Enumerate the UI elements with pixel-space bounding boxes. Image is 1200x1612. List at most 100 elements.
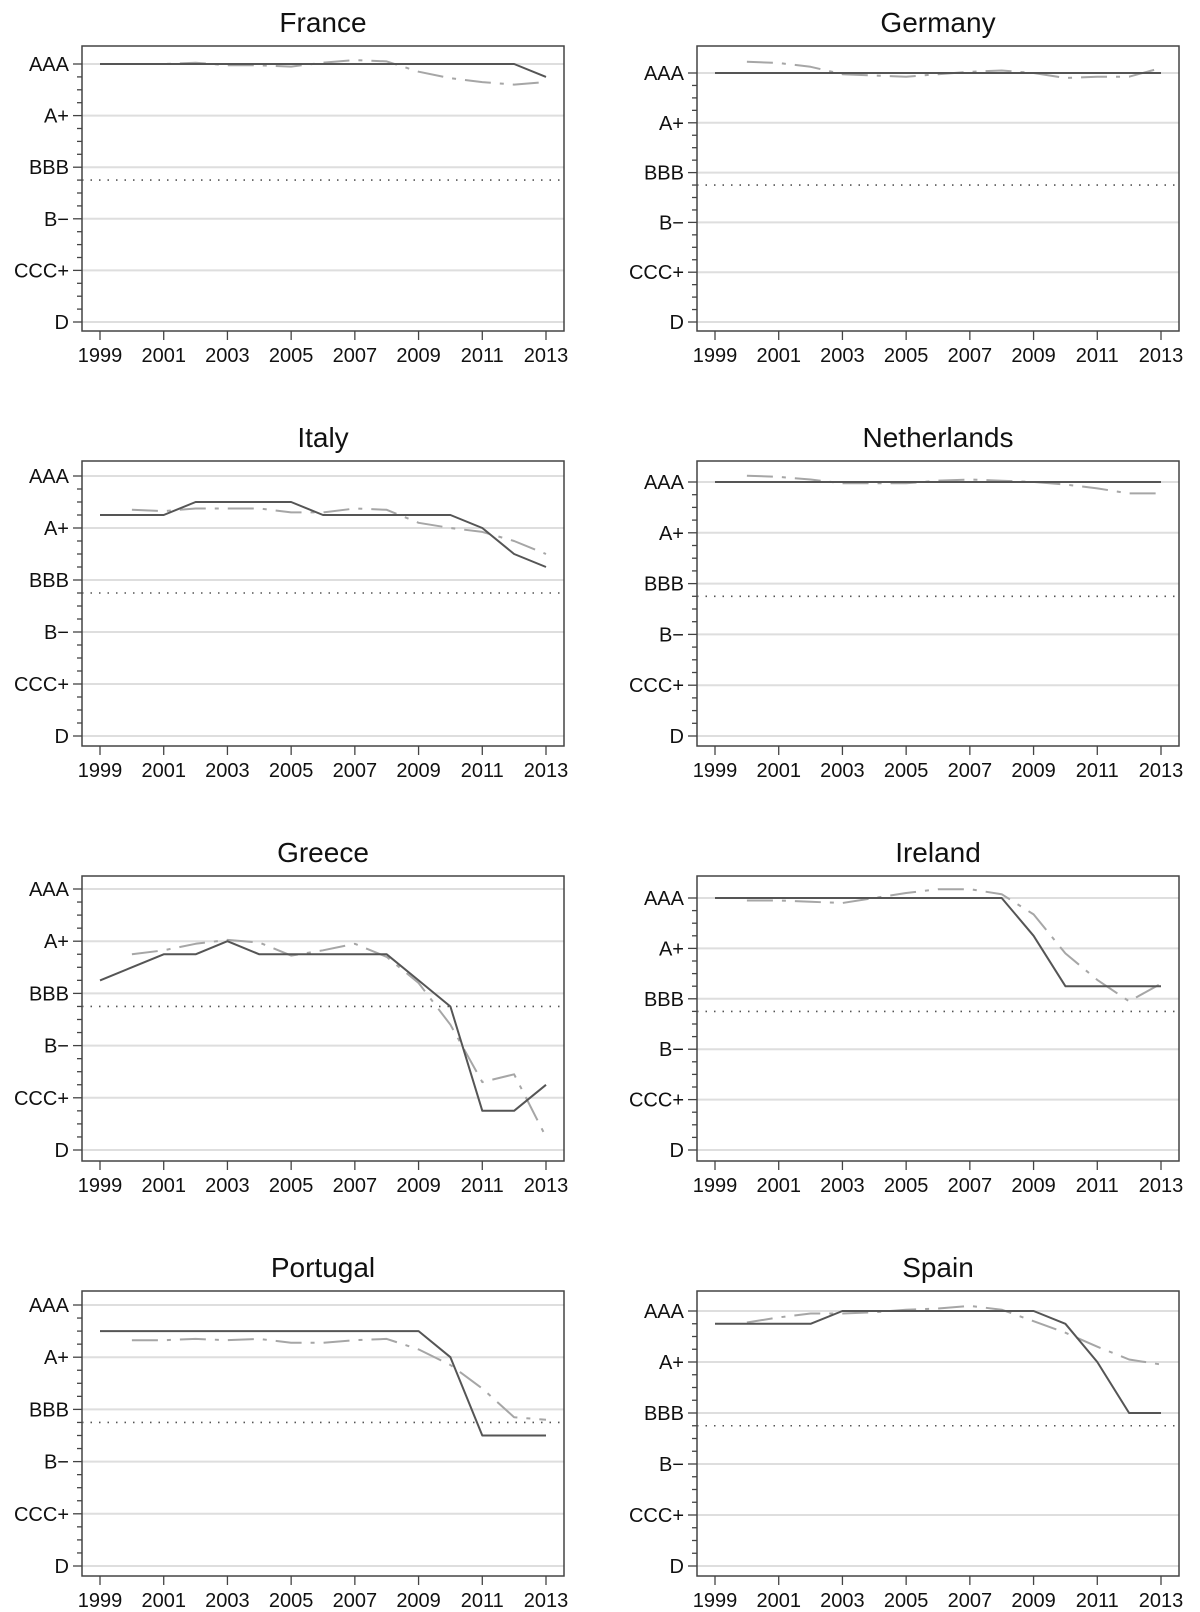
x-tick-label: 2005 [884, 760, 929, 782]
x-tick-label: 2007 [333, 345, 378, 367]
chart-panel-france: France AAA A+ BBB B− CCC+ D 1999 2001 2003 2005 200… [14, 7, 568, 367]
series-line-solid [100, 501, 547, 568]
x-tick-label: 2001 [756, 345, 801, 367]
y-tick-label: AAA [644, 1301, 685, 1323]
y-tick-label: AAA [29, 466, 70, 488]
x-tick-label: 2013 [524, 345, 569, 367]
chart-title: Netherlands [863, 422, 1014, 453]
x-tick-label: 2003 [205, 1590, 250, 1612]
plot-frame [81, 45, 565, 332]
x-tick-label: 2009 [396, 345, 441, 367]
y-tick-label: BBB [644, 989, 684, 1011]
y-tick-label: BBB [29, 570, 69, 592]
y-tick-label: AAA [644, 63, 685, 85]
x-tick-label: 2007 [333, 1590, 378, 1612]
chart-panel-greece: Greece AAA A+ BBB B− CCC+ D 1999 2001 2003 2005 200… [14, 837, 568, 1197]
series-line-dashdot [131, 938, 547, 1138]
y-tick-label: AAA [29, 54, 70, 76]
y-tick-label: B− [659, 624, 684, 646]
chart-panel-spain: Spain AAA A+ BBB B− CCC+ D 1999 2001 2003 2005 2007… [629, 1252, 1183, 1612]
y-tick-label: B− [659, 1039, 684, 1061]
x-tick-label: 1999 [693, 1175, 738, 1197]
chart-title: Germany [880, 7, 995, 38]
y-tick-label: BBB [29, 1399, 69, 1421]
y-tick-label: A+ [44, 1347, 69, 1369]
x-tick-label: 2005 [884, 1175, 929, 1197]
chart-title: Italy [297, 422, 348, 453]
y-tick-label: CCC+ [629, 675, 684, 697]
x-tick-label: 2003 [820, 760, 865, 782]
series-line-solid [100, 63, 547, 78]
y-tick-label: B− [44, 209, 69, 231]
x-tick-label: 2007 [948, 760, 993, 782]
chart-title: Portugal [271, 1252, 375, 1283]
x-tick-label: 2013 [1139, 1175, 1184, 1197]
x-tick-label: 2003 [820, 1590, 865, 1612]
x-tick-label: 2009 [396, 1175, 441, 1197]
y-tick-label: CCC+ [629, 262, 684, 284]
y-tick-label: BBB [29, 983, 69, 1005]
y-tick-label: A+ [44, 106, 69, 128]
x-tick-label: 2011 [461, 760, 504, 782]
x-tick-label: 2001 [756, 1590, 801, 1612]
chart-title: Spain [902, 1252, 974, 1283]
x-tick-label: 1999 [693, 1590, 738, 1612]
x-tick-label: 1999 [78, 1175, 123, 1197]
y-tick-label: BBB [29, 157, 69, 179]
plot-frame [696, 875, 1180, 1162]
x-tick-label: 2011 [1076, 1175, 1119, 1197]
plot-frame [81, 460, 565, 747]
x-tick-label: 2005 [884, 1590, 929, 1612]
x-tick-label: 2003 [205, 345, 250, 367]
x-tick-label: 2013 [1139, 760, 1184, 782]
y-tick-label: B− [44, 1036, 69, 1058]
x-tick-label: 2005 [269, 760, 314, 782]
x-tick-label: 1999 [78, 1590, 123, 1612]
x-tick-label: 1999 [693, 345, 738, 367]
y-tick-label: AAA [29, 1295, 70, 1317]
chart-panel-portugal: Portugal AAA A+ BBB B− CCC+ D 1999 2001 2003 2005 2… [14, 1252, 568, 1612]
y-tick-label: CCC+ [14, 260, 69, 282]
y-tick-label: A+ [44, 931, 69, 953]
y-tick-label: CCC+ [629, 1090, 684, 1112]
y-tick-label: D [670, 726, 684, 748]
series-line-dashdot [746, 888, 1162, 1003]
x-tick-label: 1999 [78, 345, 123, 367]
x-tick-label: 2009 [1011, 345, 1056, 367]
y-tick-label: AAA [29, 879, 70, 901]
series-line-dashdot [746, 60, 1162, 79]
y-tick-label: A+ [44, 518, 69, 540]
plot-frame [696, 45, 1180, 332]
x-tick-label: 1999 [78, 760, 123, 782]
y-tick-label: D [670, 312, 684, 334]
x-tick-label: 2007 [333, 1175, 378, 1197]
y-tick-label: CCC+ [14, 674, 69, 696]
x-tick-label: 2011 [1076, 1590, 1119, 1612]
y-tick-label: B− [44, 1452, 69, 1474]
x-tick-label: 2011 [461, 345, 504, 367]
x-tick-label: 2009 [1011, 1590, 1056, 1612]
series-line-solid [99, 940, 547, 1112]
x-tick-label: 2007 [948, 345, 993, 367]
plot-frame [696, 460, 1180, 747]
y-tick-label: A+ [659, 523, 684, 545]
chart-panel-netherlands: Netherlands AAA A+ BBB B− CCC+ D 1999 2001 2003 20… [629, 422, 1183, 782]
y-tick-label: A+ [659, 938, 684, 960]
x-tick-label: 2009 [1011, 1175, 1056, 1197]
y-tick-label: BBB [644, 1403, 684, 1425]
series-line-dashdot [746, 1304, 1162, 1366]
series-line-dashdot [746, 474, 1161, 495]
plot-frame [81, 875, 565, 1162]
y-tick-label: B− [44, 622, 69, 644]
series-line-solid [100, 1330, 546, 1437]
x-tick-label: 2005 [269, 345, 314, 367]
y-tick-label: CCC+ [14, 1088, 69, 1110]
chart-title: Greece [277, 837, 369, 868]
y-tick-label: CCC+ [14, 1504, 69, 1526]
y-tick-label: A+ [659, 1352, 684, 1374]
y-tick-label: D [670, 1556, 684, 1578]
x-tick-label: 2001 [141, 1175, 186, 1197]
x-tick-label: 2005 [269, 1590, 314, 1612]
x-tick-label: 2003 [820, 345, 865, 367]
chart-panel-germany: Germany AAA A+ BBB B− CCC+ D 1999 2001 2003 2005 20… [629, 7, 1183, 367]
